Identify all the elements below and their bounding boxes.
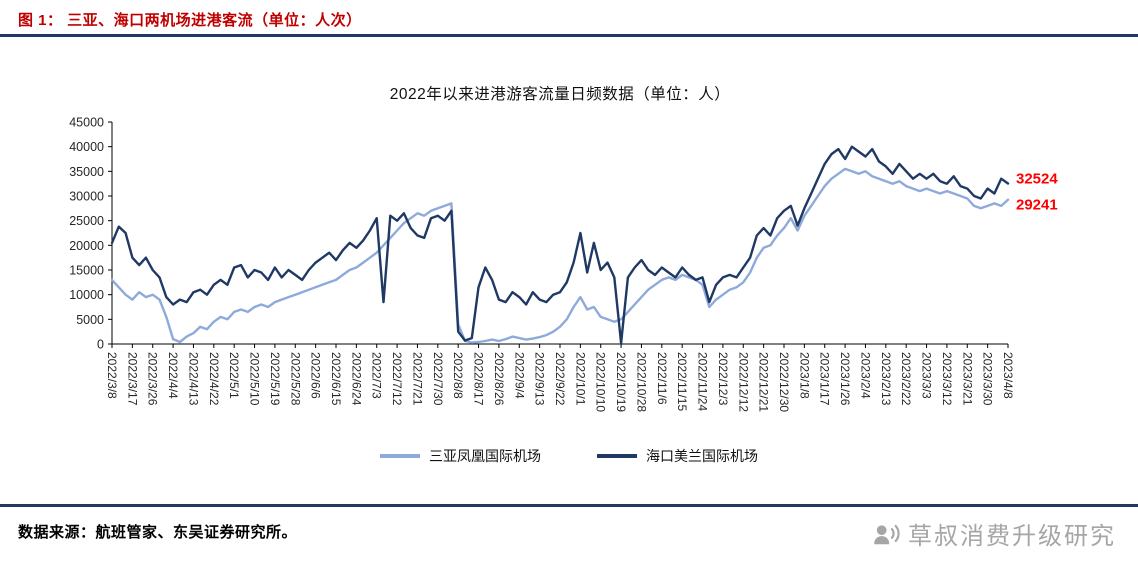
- svg-text:29241: 29241: [1016, 197, 1058, 214]
- svg-text:2023/3/12: 2023/3/12: [940, 352, 954, 406]
- svg-text:2022/3/8: 2022/3/8: [105, 352, 119, 399]
- svg-text:2023/2/22: 2023/2/22: [899, 352, 913, 406]
- svg-text:2022/5/19: 2022/5/19: [268, 352, 282, 406]
- header-rule: [0, 34, 1138, 37]
- svg-text:0: 0: [97, 338, 104, 352]
- svg-text:40000: 40000: [69, 140, 104, 154]
- chart-title: 2022年以来进港游客流量日频数据（单位：人）: [389, 86, 731, 103]
- svg-text:32524: 32524: [1016, 171, 1058, 188]
- wechat-account-icon: [872, 521, 900, 547]
- svg-text:2023/3/3: 2023/3/3: [920, 352, 934, 399]
- watermark-text: 草叔消费升级研究: [908, 523, 1116, 550]
- data-source-note: 数据来源：航班管家、东吴证券研究所。: [18, 524, 298, 541]
- svg-text:2023/3/30: 2023/3/30: [981, 352, 995, 406]
- svg-text:2022/10/1: 2022/10/1: [573, 352, 587, 406]
- legend-item-haikou: 海口美兰国际机场: [597, 446, 758, 466]
- svg-text:2022/10/19: 2022/10/19: [614, 352, 628, 412]
- svg-text:2022/8/8: 2022/8/8: [451, 352, 465, 399]
- figure-title: 图 1： 三亚、海口两机场进港客流（单位：人次）: [18, 12, 362, 29]
- svg-text:2022/7/12: 2022/7/12: [390, 352, 404, 406]
- svg-text:2023/4/8: 2023/4/8: [1001, 352, 1015, 399]
- svg-text:2022/4/4: 2022/4/4: [166, 352, 180, 399]
- svg-text:2022/11/15: 2022/11/15: [675, 352, 689, 411]
- svg-text:2022/12/3: 2022/12/3: [716, 352, 730, 406]
- svg-text:2022/3/17: 2022/3/17: [125, 352, 139, 406]
- svg-text:5000: 5000: [76, 313, 104, 327]
- legend-item-sanya: 三亚凤凰国际机场: [380, 446, 541, 466]
- svg-text:2022/12/21: 2022/12/21: [757, 352, 771, 412]
- svg-text:2022/9/22: 2022/9/22: [553, 352, 567, 406]
- svg-text:2022/8/17: 2022/8/17: [472, 352, 486, 406]
- chart-canvas: 0 5000 10000 15000 20000 25000 30000 35000 40000…: [69, 116, 1058, 413]
- svg-text:2023/1/26: 2023/1/26: [838, 352, 852, 406]
- legend-swatch-haikou: [597, 454, 637, 458]
- svg-text:2023/2/13: 2023/2/13: [879, 352, 893, 406]
- svg-text:45000: 45000: [69, 116, 104, 130]
- svg-text:2022/6/15: 2022/6/15: [329, 352, 343, 406]
- svg-text:2022/12/12: 2022/12/12: [736, 352, 750, 412]
- svg-text:2022/6/24: 2022/6/24: [349, 352, 363, 406]
- svg-text:2023/1/8: 2023/1/8: [797, 352, 811, 399]
- svg-text:2022/9/13: 2022/9/13: [533, 352, 547, 406]
- footer-rule: [0, 504, 1138, 507]
- svg-text:2022/7/30: 2022/7/30: [431, 352, 445, 406]
- svg-text:2022/5/10: 2022/5/10: [248, 352, 262, 406]
- svg-text:15000: 15000: [69, 264, 104, 278]
- legend-swatch-sanya: [380, 454, 420, 458]
- svg-text:35000: 35000: [69, 165, 104, 179]
- svg-text:2022/7/21: 2022/7/21: [410, 352, 424, 406]
- svg-text:2022/8/26: 2022/8/26: [492, 352, 506, 406]
- svg-text:2022/9/4: 2022/9/4: [512, 352, 526, 399]
- svg-text:25000: 25000: [69, 214, 104, 228]
- svg-text:30000: 30000: [69, 190, 104, 204]
- svg-text:2022/5/28: 2022/5/28: [288, 352, 302, 406]
- svg-text:2022/4/13: 2022/4/13: [186, 352, 200, 406]
- svg-text:2022/11/24: 2022/11/24: [696, 352, 710, 411]
- svg-text:2023/1/17: 2023/1/17: [818, 352, 832, 406]
- svg-text:2023/3/21: 2023/3/21: [960, 352, 974, 406]
- svg-text:2023/2/4: 2023/2/4: [858, 352, 872, 399]
- chart-legend: 三亚凤凰国际机场 海口美兰国际机场: [0, 446, 1138, 466]
- svg-text:2022/11/6: 2022/11/6: [655, 352, 669, 405]
- svg-text:2022/5/1: 2022/5/1: [227, 352, 241, 399]
- watermark: 草叔消费升级研究: [872, 516, 1116, 551]
- svg-text:2022/7/3: 2022/7/3: [370, 352, 384, 399]
- svg-text:2022/3/26: 2022/3/26: [146, 352, 160, 406]
- svg-text:10000: 10000: [69, 288, 104, 302]
- svg-text:2022/4/22: 2022/4/22: [207, 352, 221, 406]
- svg-text:2022/10/28: 2022/10/28: [634, 352, 648, 412]
- legend-label-sanya: 三亚凤凰国际机场: [429, 448, 541, 464]
- svg-text:2022/10/10: 2022/10/10: [594, 352, 608, 412]
- svg-text:2022/6/6: 2022/6/6: [309, 352, 323, 399]
- svg-text:2022/12/30: 2022/12/30: [777, 352, 791, 412]
- legend-label-haikou: 海口美兰国际机场: [646, 448, 758, 464]
- svg-text:20000: 20000: [69, 239, 104, 253]
